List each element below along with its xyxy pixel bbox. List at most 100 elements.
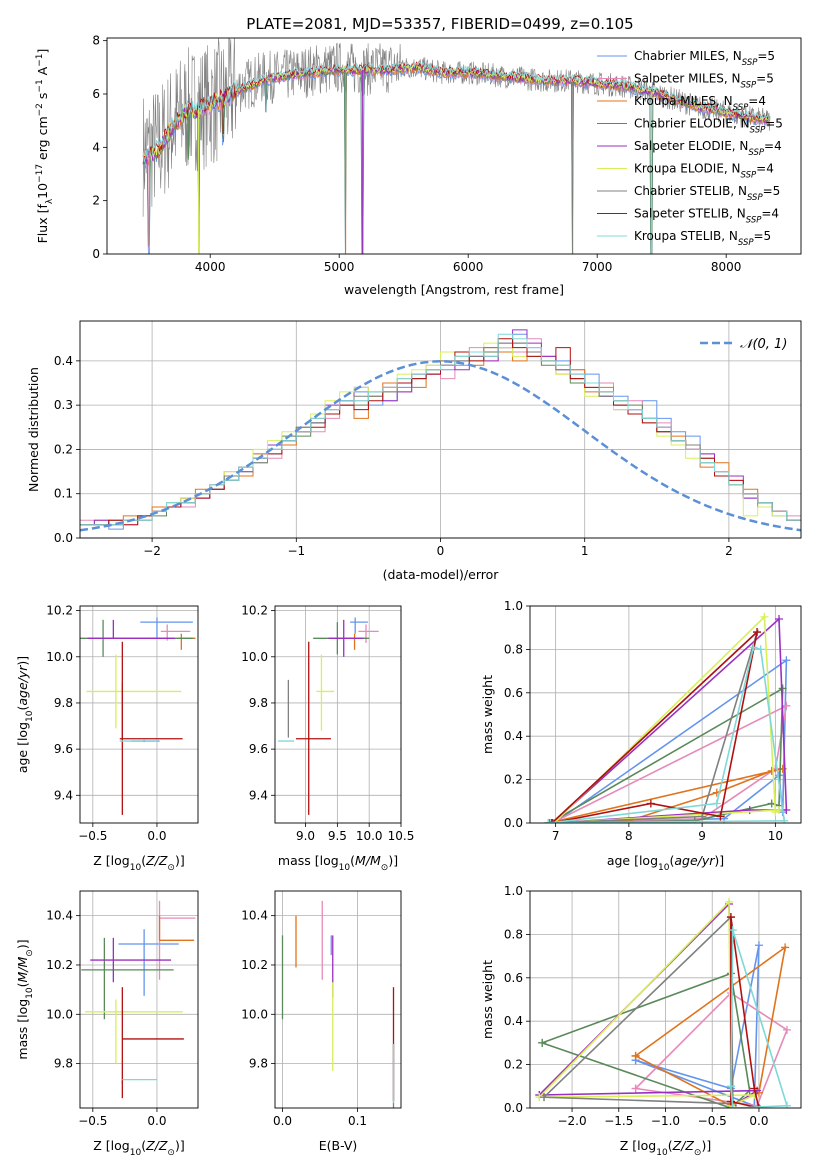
label-part: 10: [130, 863, 142, 873]
weight-marker: [726, 1097, 735, 1106]
label-part: ⊙: [25, 949, 35, 957]
x-axis-label: age [log10(age/yr)]: [607, 853, 724, 873]
legend-text: Kroupa ELODIE, N: [634, 162, 741, 176]
weight-marker: [544, 819, 553, 823]
label-part: −1: [35, 54, 45, 67]
legend-suffix: =5: [757, 49, 775, 63]
legend-sub: SSP: [742, 58, 758, 68]
label-part: M/M: [15, 956, 30, 982]
y-tick-label: 0.6: [504, 686, 523, 700]
weight-marker: [781, 943, 790, 952]
y-tick-label: 0.2: [504, 1058, 523, 1072]
x-tick-label: 0.0: [749, 1114, 768, 1128]
weight-marker: [538, 1038, 547, 1047]
label-part: (: [669, 853, 674, 868]
label-part: (: [350, 853, 355, 868]
x-tick-label: 8: [625, 829, 633, 843]
y-tick-label: 0: [92, 247, 100, 261]
panel-weight-vs-metallicity: −2.0 −1.5 −1.0 −0.5 0.0 0.0 0.2 0.4 0.6 0.8 1.0 Z […: [480, 884, 802, 1158]
x-tick-label: −2.0: [557, 1114, 586, 1128]
y-tick-label: 0.2: [504, 773, 523, 787]
legend-label: Salpeter ELODIE, NSSP=4: [634, 139, 782, 158]
legend-label: Chabrier ELODIE, NSSP=5: [634, 117, 783, 136]
label-part: M/M: [355, 853, 381, 868]
y-axis-label: Flux [fλ10−17 erg cm−2 s−1 A−1]: [35, 49, 55, 244]
y-tick-label: 10.2: [46, 604, 73, 618]
errorbar-point: [90, 937, 172, 983]
weight-marker: [754, 1104, 763, 1108]
y-axis-label: age [log10(age/yr)]: [15, 656, 35, 773]
errorbar-point: [85, 999, 183, 1064]
y-tick-label: 1.0: [504, 599, 523, 613]
weight-marker: [782, 656, 791, 665]
label-part: Z/Z: [145, 1138, 168, 1153]
x-tick-label: 0.0: [147, 829, 166, 843]
x-axis-label: (data-model)/error: [383, 567, 500, 582]
weight-marker: [749, 643, 758, 652]
label-part: )]: [15, 656, 30, 666]
axes-frame: [79, 320, 802, 539]
legend-label: Kroupa MILES, NSSP=4: [634, 94, 766, 113]
x-tick-label: 2: [725, 544, 733, 558]
x-tick-label: 1: [581, 544, 589, 558]
y-tick-label: 0.2: [54, 442, 73, 456]
weight-marker: [540, 1093, 549, 1102]
weight-marker: [548, 819, 557, 823]
legend-label: Chabrier MILES, NSSP=5: [634, 49, 775, 68]
y-tick-label: 9.4: [54, 788, 73, 802]
legend-sub: SSP: [750, 126, 766, 136]
errorbar-point: [350, 617, 368, 634]
legend-text: Salpeter ELODIE, N: [634, 139, 748, 153]
label-part: age/yr: [674, 853, 715, 868]
errorbar-point: [87, 619, 175, 639]
label-part: −1: [35, 79, 45, 92]
label-part: A: [35, 66, 50, 79]
label-part: )]: [714, 853, 724, 868]
legend-text: Kroupa STELIB, N: [634, 229, 738, 243]
legend-suffix: =4: [761, 207, 779, 221]
plot-marks: [278, 617, 379, 815]
legend-sub: SSP: [746, 216, 762, 226]
label-part: 10: [25, 987, 35, 999]
label-part: age [log: [607, 853, 658, 868]
legend-sub: SSP: [748, 148, 764, 158]
x-axis-label: wavelength [Angstrom, rest frame]: [344, 282, 564, 297]
weight-marker: [754, 941, 763, 950]
weight-marker: [728, 926, 737, 935]
weight-marker: [547, 819, 556, 823]
y-tick-label: 0.3: [54, 398, 73, 412]
axes-frame: [106, 37, 802, 255]
errorbar-point: [86, 654, 182, 729]
weight-marker: [728, 1104, 737, 1108]
legend-suffix: =5: [763, 184, 781, 198]
legend-label: Kroupa STELIB, NSSP=5: [634, 229, 771, 248]
y-tick-label: 0.4: [54, 354, 73, 368]
legend-suffix: =4: [756, 162, 774, 176]
label-part: −2: [35, 103, 45, 116]
label-part: )]: [388, 853, 398, 868]
y-tick-label: 0.0: [54, 531, 73, 545]
weight-marker: [775, 615, 784, 624]
x-axis-label: Z [log10(Z/Z⊙)]: [93, 1138, 184, 1158]
label-part: 10: [339, 863, 351, 873]
y-axis-label: mass weight: [480, 960, 495, 1039]
weight-marker: [753, 628, 762, 637]
y-tick-label: 0.4: [504, 1014, 523, 1028]
legend-suffix: =5: [765, 117, 783, 131]
errorbar-point: [81, 937, 174, 1020]
x-tick-label: −0.5: [78, 1114, 107, 1128]
legend-label: 𝒩(0, 1): [740, 337, 787, 352]
axes-frame: [274, 890, 402, 1109]
weight-line: [548, 646, 786, 823]
label-part: 10: [35, 183, 50, 199]
figure-title: PLATE=2081, MJD=53357, FIBERID=0499, z=0…: [246, 15, 633, 33]
panel-mass-vs-extinction: 0.0 0.1 9.8 10.0 10.2 10.4 E(B-V): [241, 890, 402, 1153]
x-axis-label: E(B-V): [319, 1138, 358, 1153]
errorbar-point: [119, 641, 183, 815]
panel-age-vs-metallicity: −0.5 0.09.49.69.810.010.2Z [log10(Z/Z⊙)]a…: [15, 604, 199, 873]
x-tick-label: 4000: [195, 260, 226, 274]
label-part: 10: [25, 710, 35, 722]
y-tick-label: 0.1: [54, 487, 73, 501]
weight-marker: [631, 1084, 640, 1093]
x-tick-label: 10.5: [388, 829, 415, 843]
